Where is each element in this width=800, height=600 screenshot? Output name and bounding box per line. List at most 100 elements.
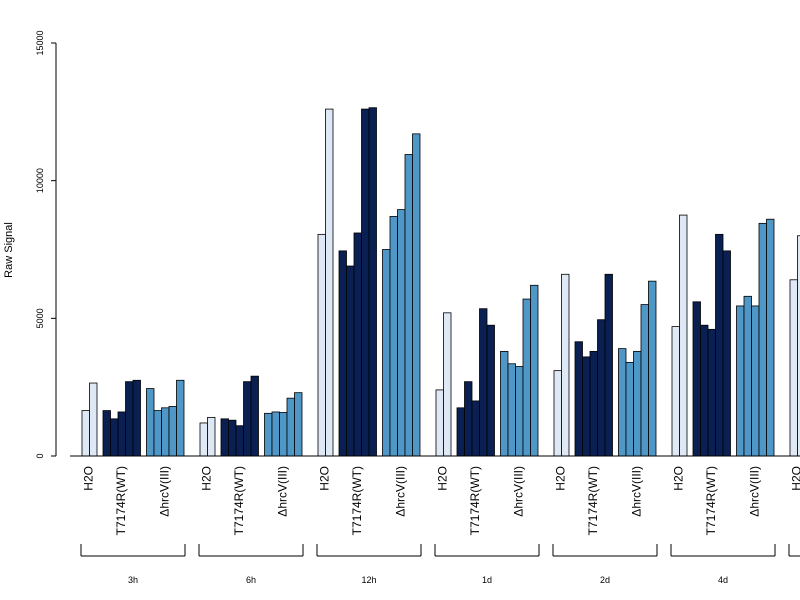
bar: [338, 250, 347, 457]
time-group-brackets: 3h6h12h1d2d4d6d: [80, 544, 800, 585]
bar: [368, 107, 377, 457]
bar: [132, 379, 141, 457]
bar: [500, 350, 509, 457]
y-axis: 0 5000 10000 15000: [35, 30, 57, 459]
condition-label: H2O: [436, 466, 450, 491]
bar: [679, 214, 688, 457]
bar: [435, 389, 444, 457]
bar: [361, 108, 370, 457]
bar: [707, 328, 716, 457]
bars: [81, 107, 800, 457]
condition-label: T7174R(WT): [114, 466, 128, 535]
bar: [736, 305, 745, 457]
bar: [633, 350, 642, 457]
bar: [479, 308, 488, 457]
bar: [294, 392, 303, 457]
bar: [146, 388, 155, 457]
bar: [561, 273, 570, 457]
bar: [250, 375, 259, 457]
bar: [325, 108, 334, 457]
bar: [797, 235, 800, 457]
bar: [640, 304, 649, 457]
condition-label: ΔhrcV(III): [629, 466, 643, 517]
bar: [625, 361, 634, 457]
condition-label: H2O: [790, 466, 800, 491]
bar: [235, 425, 244, 457]
condition-label: H2O: [200, 466, 214, 491]
bar: [279, 412, 288, 457]
condition-label: H2O: [672, 466, 686, 491]
bar: [582, 356, 591, 457]
bar: [264, 412, 273, 457]
bar: [382, 249, 391, 457]
y-tick-label: 15000: [35, 30, 45, 55]
condition-label: T7174R(WT): [468, 466, 482, 535]
bar: [766, 218, 775, 457]
bar: [758, 222, 767, 457]
bar: [507, 363, 516, 457]
condition-label: H2O: [82, 466, 96, 491]
bar: [700, 324, 709, 457]
bar: [286, 397, 295, 457]
condition-label: T7174R(WT): [350, 466, 364, 535]
bar: [671, 326, 680, 457]
time-group-label: 2d: [600, 575, 610, 585]
condition-label: H2O: [318, 466, 332, 491]
bar: [722, 250, 731, 457]
bar: [486, 324, 495, 457]
bar: [464, 381, 473, 457]
bar: [168, 406, 177, 457]
condition-label: ΔhrcV(III): [511, 466, 525, 517]
condition-label: ΔhrcV(III): [157, 466, 171, 517]
bar: [530, 284, 539, 457]
bar: [346, 265, 355, 457]
condition-label: T7174R(WT): [586, 466, 600, 535]
condition-label: T7174R(WT): [232, 466, 246, 535]
bar: [110, 418, 119, 457]
bar: [228, 419, 237, 457]
condition-label: ΔhrcV(III): [393, 466, 407, 517]
bar: [522, 298, 531, 457]
bar: [589, 350, 598, 457]
time-group-label: 4d: [718, 575, 728, 585]
bar: [89, 382, 98, 457]
bar: [751, 305, 760, 457]
bar: [515, 366, 524, 457]
time-group-label: 12h: [361, 575, 376, 585]
bar: [207, 417, 216, 457]
time-group-label: 6h: [246, 575, 256, 585]
y-tick-label: 5000: [35, 308, 45, 328]
bar: [412, 133, 421, 457]
bar: [153, 410, 162, 457]
bar: [102, 410, 111, 457]
bar: [397, 209, 406, 457]
bar: [597, 319, 606, 457]
bar: [317, 233, 326, 457]
y-tick-label: 10000: [35, 168, 45, 193]
bar: [404, 154, 413, 457]
bar: [789, 279, 798, 457]
bar: [117, 411, 126, 457]
bar: [271, 411, 280, 457]
condition-label: H2O: [554, 466, 568, 491]
bar: [456, 407, 465, 457]
bar: [471, 400, 480, 457]
condition-label: ΔhrcV(III): [275, 466, 289, 517]
bar: [618, 348, 627, 457]
bar: [161, 407, 170, 457]
y-axis-label: Raw Signal: [3, 222, 15, 278]
condition-label: T7174R(WT): [704, 466, 718, 535]
bar: [199, 422, 208, 457]
bar: [648, 280, 657, 457]
bar: [220, 418, 229, 457]
bar: [443, 312, 452, 457]
bar: [553, 370, 562, 457]
y-tick-label: 0: [35, 453, 45, 458]
bar: [604, 273, 613, 457]
bar: [389, 216, 398, 457]
bar: [692, 301, 701, 457]
condition-labels: H2O T7174R(WT) ΔhrcV(III) H2O T7174R(WT) Δhrc…: [82, 466, 800, 535]
bar: [574, 341, 583, 457]
time-group-label: 1d: [482, 575, 492, 585]
